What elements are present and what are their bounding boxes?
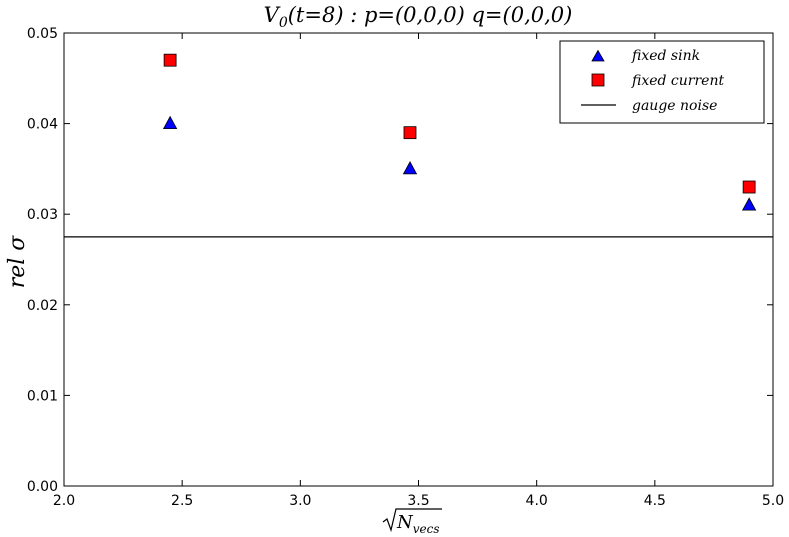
fixed-current-point (403, 126, 417, 140)
fixed-sink-point (162, 115, 178, 130)
y-tick-label: 0.05 (27, 26, 58, 42)
legend-label-fixed-current: fixed current (631, 73, 724, 89)
legend-marker-fixed-sink (591, 49, 605, 62)
legend-label-fixed-sink: fixed sink (631, 48, 700, 64)
y-tick-label: 0.00 (27, 479, 58, 495)
y-axis-label: rel σ (5, 235, 30, 289)
x-tick-label: 2.0 (53, 493, 75, 509)
chart-title: V0(t=8) : p=(0,0,0) q=(0,0,0) (264, 3, 573, 31)
axis-ticks: 2.0 2.5 3.0 3.5 4.0 4.5 5.0 0.00 0.01 0.02 0.03 0.0… (27, 26, 784, 509)
x-tick-label: 3.0 (289, 493, 311, 509)
legend: fixed sink fixed current gauge noise (559, 40, 765, 124)
x-tick-label: 2.5 (171, 493, 193, 509)
y-tick-label: 0.03 (27, 207, 58, 223)
fixed-sink-point (741, 197, 757, 211)
x-tick-label: 3.5 (407, 493, 429, 509)
fixed-current-point (163, 53, 177, 67)
legend-label-gauge-noise: gauge noise (632, 98, 717, 114)
x-axis-label: Nvecs (382, 508, 442, 536)
x-tick-label: 4.5 (644, 493, 666, 509)
y-tick-label: 0.04 (27, 117, 58, 133)
y-tick-label: 0.01 (27, 388, 58, 404)
data-marks (162, 53, 757, 211)
x-tick-label: 4.0 (526, 493, 548, 509)
legend-marker-fixed-current (591, 73, 605, 87)
fixed-current-point (742, 180, 756, 194)
y-tick-label: 0.02 (27, 298, 58, 314)
x-tick-label: 5.0 (762, 493, 784, 509)
fixed-sink-point (402, 161, 418, 175)
x-axis-label-text: Nvecs (396, 512, 440, 536)
sqrt-symbol (382, 508, 442, 533)
